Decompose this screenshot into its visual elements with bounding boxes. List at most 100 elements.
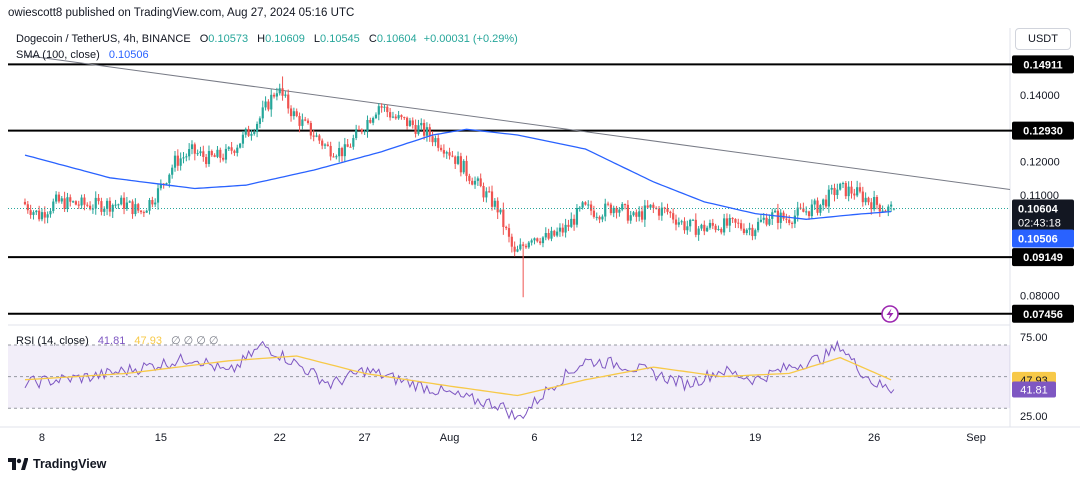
candle-body	[346, 144, 349, 147]
candle-body	[281, 88, 284, 96]
candle-body	[516, 249, 519, 252]
candle-body	[805, 211, 808, 213]
candle-body	[697, 228, 700, 235]
candle-body	[32, 212, 35, 215]
candle-body	[570, 218, 573, 227]
candle-body	[241, 134, 245, 144]
candle-body	[706, 227, 709, 232]
candle-body	[782, 212, 785, 219]
candle-body	[275, 93, 278, 97]
candle-body	[768, 218, 771, 225]
candle-body	[751, 227, 754, 237]
candle-body	[649, 204, 652, 208]
candle-body	[762, 217, 765, 220]
levels-layer: 0.14911 0.12930 0.09149 0.07456	[8, 55, 1074, 323]
candle-body	[776, 210, 779, 223]
candle-body	[632, 212, 635, 216]
candle-body	[553, 230, 556, 236]
candle-body	[264, 101, 267, 108]
candle-body	[66, 197, 69, 210]
candle-body	[340, 148, 344, 157]
candle-body	[72, 201, 75, 203]
candle-body	[38, 210, 41, 220]
sma-line	[24, 128, 892, 220]
grid-layer	[0, 28, 1080, 428]
candle-body	[437, 138, 440, 148]
legend-l-label: L	[314, 33, 320, 45]
level-price-label: 0.09149	[1023, 252, 1063, 264]
candle-body	[810, 204, 813, 217]
candle-body	[261, 107, 264, 119]
candle-body	[207, 151, 211, 165]
candle-body	[60, 198, 63, 202]
candle-body	[844, 183, 847, 197]
candle-body	[318, 135, 321, 141]
candle-body	[80, 197, 83, 206]
candle-body	[173, 155, 177, 168]
candle-body	[131, 201, 134, 215]
level-price-tag	[1012, 248, 1074, 267]
x-tick-label: 15	[155, 432, 167, 444]
x-tick-label: 26	[868, 432, 880, 444]
candle-body	[748, 227, 751, 230]
trendline	[24, 54, 1011, 191]
candle-body	[870, 202, 873, 210]
legend-main: Dogecoin / TetherUS, 4h, BINANCE O0.1057…	[16, 33, 518, 45]
candle-body	[623, 204, 627, 206]
candle-body	[858, 187, 862, 192]
candle-body	[465, 160, 468, 176]
candle-body	[734, 219, 737, 223]
candle-body	[742, 228, 746, 233]
candle-body	[114, 204, 117, 206]
currency-button[interactable]: USDT	[1015, 28, 1071, 50]
legend-sma: SMA (100, close) 0.10506	[16, 49, 149, 61]
candle-body	[788, 219, 791, 223]
candle-body	[400, 115, 403, 118]
candle-body	[236, 147, 239, 153]
candle-body	[864, 197, 867, 203]
candle-body	[471, 180, 474, 185]
candle-body	[875, 197, 879, 205]
legend-o-value: 0.10573	[208, 33, 248, 45]
candle-body	[533, 238, 536, 241]
candle-body	[193, 144, 196, 154]
tradingview-brand[interactable]: TradingView	[8, 457, 106, 471]
legend-o-label: O	[200, 33, 209, 45]
candle-body	[94, 197, 97, 209]
flash-icon[interactable]	[881, 305, 899, 323]
candle-body	[657, 208, 661, 216]
candle-body	[759, 219, 763, 222]
sma-price-tag	[1012, 229, 1074, 248]
candle-body	[779, 212, 782, 223]
candle-body	[601, 216, 604, 220]
candle-body	[445, 152, 448, 154]
y-tick-label: 0.12000	[1020, 157, 1060, 169]
candle-body	[640, 211, 644, 220]
candle-body	[159, 183, 162, 189]
candle-body	[329, 145, 332, 157]
candle-body	[513, 246, 516, 252]
candle-body	[677, 222, 680, 225]
candle-body	[442, 150, 445, 154]
candle-body	[46, 214, 49, 218]
candle-body	[827, 189, 830, 207]
candle-body	[609, 204, 612, 214]
candle-body	[691, 219, 695, 221]
candle-body	[547, 233, 550, 239]
candle-body	[196, 153, 199, 155]
candle-body	[451, 155, 454, 157]
candle-body	[151, 200, 154, 205]
candle-body	[185, 156, 188, 158]
candle-body	[822, 199, 825, 206]
candle-body	[573, 218, 576, 225]
candle-body	[309, 123, 312, 136]
x-tick-label: Sep	[966, 432, 986, 444]
level-price-tag	[1012, 304, 1074, 323]
y-tick-label: 0.11000	[1020, 190, 1059, 202]
candle-body	[567, 224, 570, 227]
candle-body	[117, 204, 120, 206]
x-tick-label: 8	[39, 432, 45, 444]
candle-body	[439, 147, 443, 151]
